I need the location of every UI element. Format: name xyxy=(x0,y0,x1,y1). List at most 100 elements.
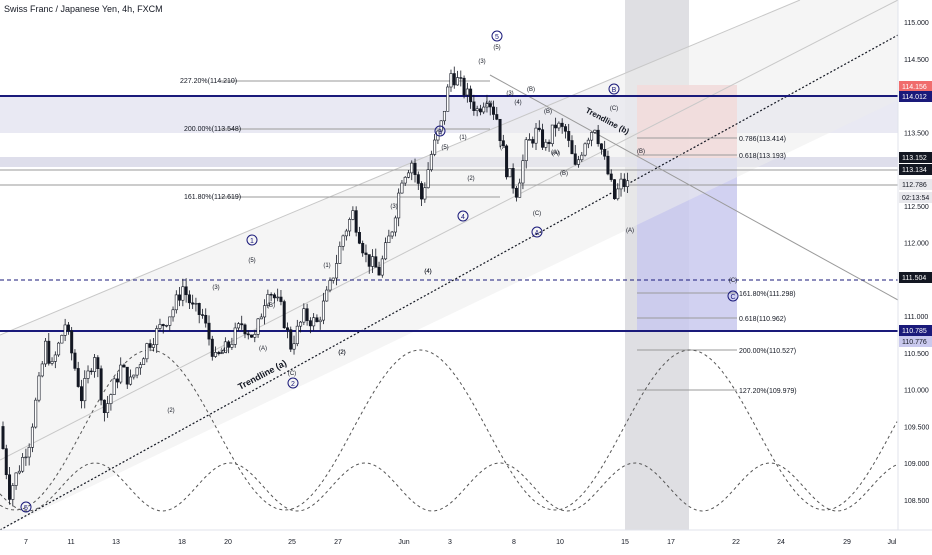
candle-body xyxy=(570,140,574,155)
trendline-a-line xyxy=(0,34,899,531)
svg-text:(2): (2) xyxy=(338,350,345,356)
candle-body xyxy=(344,230,348,237)
candle-body xyxy=(524,139,528,161)
candle-body xyxy=(233,327,237,345)
candle-body xyxy=(452,73,456,86)
candle-body xyxy=(263,305,267,318)
candle-body xyxy=(194,303,198,305)
candle-body xyxy=(518,182,522,198)
price-tick-label: 114.500 xyxy=(904,57,929,64)
wave-label: 4 xyxy=(461,214,465,221)
candle-body xyxy=(612,179,616,200)
candle-body xyxy=(223,341,227,353)
candle-body xyxy=(514,187,518,198)
wave-label: 5 xyxy=(24,505,28,512)
time-tick-label: 7 xyxy=(24,539,28,546)
candle-body xyxy=(253,334,257,338)
candle-body xyxy=(256,318,260,335)
wave-label: A xyxy=(535,230,540,237)
candle-body xyxy=(151,344,155,348)
svg-text:(B): (B) xyxy=(527,87,535,93)
channel-mid-line xyxy=(0,0,899,461)
candle-body xyxy=(367,254,371,267)
price-label-box xyxy=(899,91,932,102)
candle-body xyxy=(469,88,473,103)
svg-text:(4): (4) xyxy=(485,101,492,107)
candle-body xyxy=(606,155,610,175)
price-label: 112.786 xyxy=(902,182,927,189)
candle-body xyxy=(272,294,276,299)
candle-body xyxy=(426,169,430,189)
price-label-box xyxy=(899,152,932,163)
svg-text:(2): (2) xyxy=(467,176,474,182)
candle-body xyxy=(230,344,234,348)
symbol-title: Swiss Franc / Japanese Yen, 4h, FXCM xyxy=(4,4,163,14)
wave-label: C xyxy=(730,294,735,301)
svg-text:(B): (B) xyxy=(560,171,568,177)
candle-body xyxy=(148,343,152,348)
price-label-box xyxy=(899,325,932,336)
candle-body xyxy=(21,457,25,472)
candle-body xyxy=(351,210,355,220)
candle-body xyxy=(537,127,541,130)
svg-text:(A): (A) xyxy=(500,145,508,151)
price-tick-label: 109.000 xyxy=(904,461,929,468)
candle-body xyxy=(416,174,420,184)
candle-body xyxy=(60,335,64,344)
candle-body xyxy=(227,341,231,348)
svg-text:(A): (A) xyxy=(552,151,560,157)
candle-body xyxy=(197,303,201,315)
price-label-box xyxy=(899,272,932,283)
fib-label: 127.20%(109.979) xyxy=(739,388,797,395)
candle-body xyxy=(325,289,329,302)
svg-text:(B): (B) xyxy=(637,149,645,155)
candle-body xyxy=(573,153,577,165)
candle-body xyxy=(498,118,502,141)
candle-body xyxy=(478,108,482,113)
price-label: 02:13:54 xyxy=(902,195,929,202)
price-tick-label: 110.000 xyxy=(904,388,929,395)
time-tick-label: 29 xyxy=(843,539,851,546)
candle-body xyxy=(495,114,499,120)
candle-body xyxy=(47,340,51,364)
time-tick-label: 22 xyxy=(732,539,740,546)
candle-body xyxy=(40,363,44,377)
candle-body xyxy=(30,426,34,448)
candle-body xyxy=(410,162,414,174)
candle-body xyxy=(292,343,296,350)
candle-body xyxy=(34,399,38,428)
candle-body xyxy=(387,235,391,244)
svg-text:(3): (3) xyxy=(212,285,219,291)
candle-body xyxy=(37,375,41,401)
price-tick-label: 112.000 xyxy=(904,241,929,248)
fib-label: 227.20%(114.210) xyxy=(180,78,237,85)
candle-body xyxy=(603,148,607,157)
price-tick-label: 115.000 xyxy=(904,20,929,27)
candle-body xyxy=(299,321,303,327)
candle-body xyxy=(393,217,397,233)
price-label: 113.134 xyxy=(902,167,927,174)
candle-body xyxy=(321,300,325,321)
candle-body xyxy=(465,88,469,96)
candle-body xyxy=(364,252,368,255)
candle-body xyxy=(511,168,515,189)
svg-text:(5): (5) xyxy=(493,45,500,51)
candle-body xyxy=(132,374,136,378)
candle-body xyxy=(308,320,312,327)
price-tick-label: 110.500 xyxy=(904,351,929,358)
candle-body xyxy=(335,263,339,279)
trendline-b-line xyxy=(489,74,899,301)
candle-body xyxy=(406,172,410,178)
time-tick-label: Jun xyxy=(398,539,409,546)
candle-body xyxy=(354,210,358,233)
candle-body xyxy=(619,178,623,190)
candle-body xyxy=(593,129,597,133)
wave-label: 5 xyxy=(495,34,499,41)
candle-body xyxy=(521,160,525,184)
fib-label: 161.80%(111.298) xyxy=(739,291,796,298)
candle-body xyxy=(50,361,54,364)
time-tick-label: 15 xyxy=(621,539,629,546)
candle-body xyxy=(220,352,224,355)
